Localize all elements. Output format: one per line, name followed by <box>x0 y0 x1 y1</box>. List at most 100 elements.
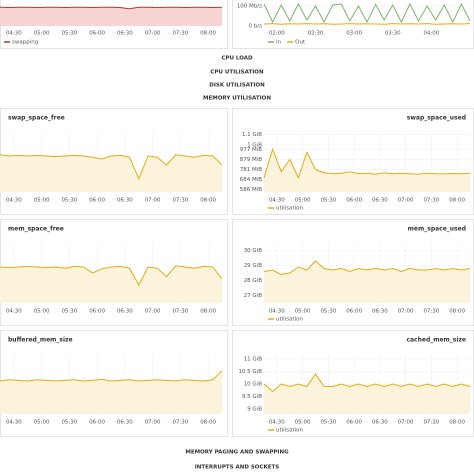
area <box>0 7 222 27</box>
line <box>0 6 223 10</box>
area <box>0 370 222 414</box>
x-tick-label: 06:30 <box>117 198 133 204</box>
x-tick-label: 07:30 <box>172 198 188 204</box>
y-tick-label: 1 GiB <box>247 142 262 148</box>
panel-title: buffered_mem_size <box>8 337 73 344</box>
panel <box>232 330 474 437</box>
y-tick-label: 100 Mb/s <box>237 4 262 10</box>
line <box>0 265 223 287</box>
x-tick-label: 05:30 <box>61 309 77 315</box>
x-tick-label: 05:00 <box>34 198 50 204</box>
y-tick-label: 27 GiB <box>244 293 263 299</box>
x-tick-label: 06:00 <box>89 420 105 426</box>
x-tick-label: 04:30 <box>6 420 22 426</box>
y-tick-label: 30 GiB <box>244 248 263 254</box>
y-tick-label: 586 MiB <box>240 187 263 193</box>
x-tick-label: 07:30 <box>172 309 188 315</box>
legend-label: swapping <box>12 40 38 46</box>
panel-title: mem_space_free <box>8 226 64 233</box>
x-tick-label: 05:00 <box>295 309 311 315</box>
x-tick-label: 06:00 <box>346 420 362 426</box>
area <box>264 374 470 414</box>
line <box>0 154 223 181</box>
section-header: MEMORY PAGING AND SWAPPING <box>185 450 289 456</box>
y-tick-label: 9.5 GiB <box>242 394 262 400</box>
x-tick-label: 06:00 <box>89 31 105 37</box>
legend-label: utilisation <box>276 206 304 212</box>
area <box>264 261 470 303</box>
x-tick-label: 05:00 <box>295 420 311 426</box>
x-tick-label: 07:00 <box>398 309 414 315</box>
y-tick-label: 0 b/s <box>249 24 263 30</box>
x-tick-label: 05:30 <box>320 198 336 204</box>
x-tick-label: 03:30 <box>385 31 401 37</box>
section-header: INTERRUPTS AND SOCKETS <box>195 465 280 471</box>
x-tick-label: 04:30 <box>269 420 285 426</box>
x-tick-label: 02:30 <box>308 31 324 37</box>
x-tick-label: 04:30 <box>6 198 22 204</box>
legend-label: In <box>276 40 282 46</box>
x-tick-label: 07:30 <box>423 420 439 426</box>
y-tick-label: 781 MiB <box>240 167 263 173</box>
x-tick-label: 06:30 <box>372 309 388 315</box>
x-tick-label: 07:30 <box>423 309 439 315</box>
x-tick-label: 06:00 <box>346 198 362 204</box>
panel-title: swap_space_free <box>8 115 65 122</box>
section-header: DISK UTILISATION <box>209 83 265 89</box>
panel-title: cached_mem_size <box>406 337 466 344</box>
panel-title: swap_space_used <box>407 115 466 122</box>
y-tick-label: 10.5 GiB <box>238 369 262 375</box>
line <box>0 370 223 382</box>
x-tick-label: 08:00 <box>449 198 465 204</box>
line <box>263 23 471 25</box>
y-tick-label: 29 GiB <box>244 263 263 269</box>
y-tick-label: 10 GiB <box>244 382 263 388</box>
x-tick-label: 04:30 <box>269 309 285 315</box>
x-tick-label: 03:00 <box>346 31 362 37</box>
x-tick-label: 06:00 <box>89 198 105 204</box>
x-tick-label: 04:00 <box>423 31 439 37</box>
x-tick-label: 07:00 <box>145 420 161 426</box>
x-tick-label: 05:00 <box>34 309 50 315</box>
x-tick-label: 05:00 <box>34 31 50 37</box>
x-tick-label: 07:30 <box>172 420 188 426</box>
y-tick-label: 1.1 GiB <box>242 132 262 138</box>
area <box>0 265 222 303</box>
y-tick-label: 28 GiB <box>244 278 263 284</box>
section-header: MEMORY UTILISATION <box>203 96 271 102</box>
panel-title: mem_space_used <box>408 226 466 233</box>
x-tick-label: 07:00 <box>145 31 161 37</box>
x-tick-label: 06:30 <box>117 309 133 315</box>
section-header: CPU LOAD <box>221 56 253 62</box>
x-tick-label: 08:00 <box>200 198 216 204</box>
x-tick-label: 08:00 <box>200 31 216 37</box>
x-tick-label: 06:00 <box>346 309 362 315</box>
y-tick-label: 879 MiB <box>240 157 263 163</box>
y-tick-label: 9 GiB <box>247 407 262 413</box>
legend-label: utilisation <box>276 428 304 434</box>
area <box>0 154 222 192</box>
y-tick-label: 684 MiB <box>240 177 263 183</box>
x-tick-label: 05:30 <box>61 31 77 37</box>
legend-label: Out <box>295 40 306 46</box>
x-tick-label: 04:30 <box>6 309 22 315</box>
line <box>263 147 471 180</box>
x-tick-label: 07:00 <box>145 309 161 315</box>
x-tick-label: 07:00 <box>398 198 414 204</box>
line <box>263 2 471 24</box>
x-tick-label: 08:00 <box>200 420 216 426</box>
line <box>263 260 471 276</box>
x-tick-label: 08:00 <box>449 309 465 315</box>
x-tick-label: 04:30 <box>269 198 285 204</box>
x-tick-label: 06:30 <box>372 198 388 204</box>
x-tick-label: 05:00 <box>295 198 311 204</box>
x-tick-label: 06:30 <box>117 31 133 37</box>
x-tick-label: 02:00 <box>269 31 285 37</box>
x-tick-label: 07:30 <box>172 31 188 37</box>
x-tick-label: 06:30 <box>117 420 133 426</box>
section-header: CPU UTILISATION <box>210 70 264 76</box>
area <box>264 149 470 192</box>
x-tick-label: 08:00 <box>449 420 465 426</box>
x-tick-label: 07:00 <box>145 198 161 204</box>
